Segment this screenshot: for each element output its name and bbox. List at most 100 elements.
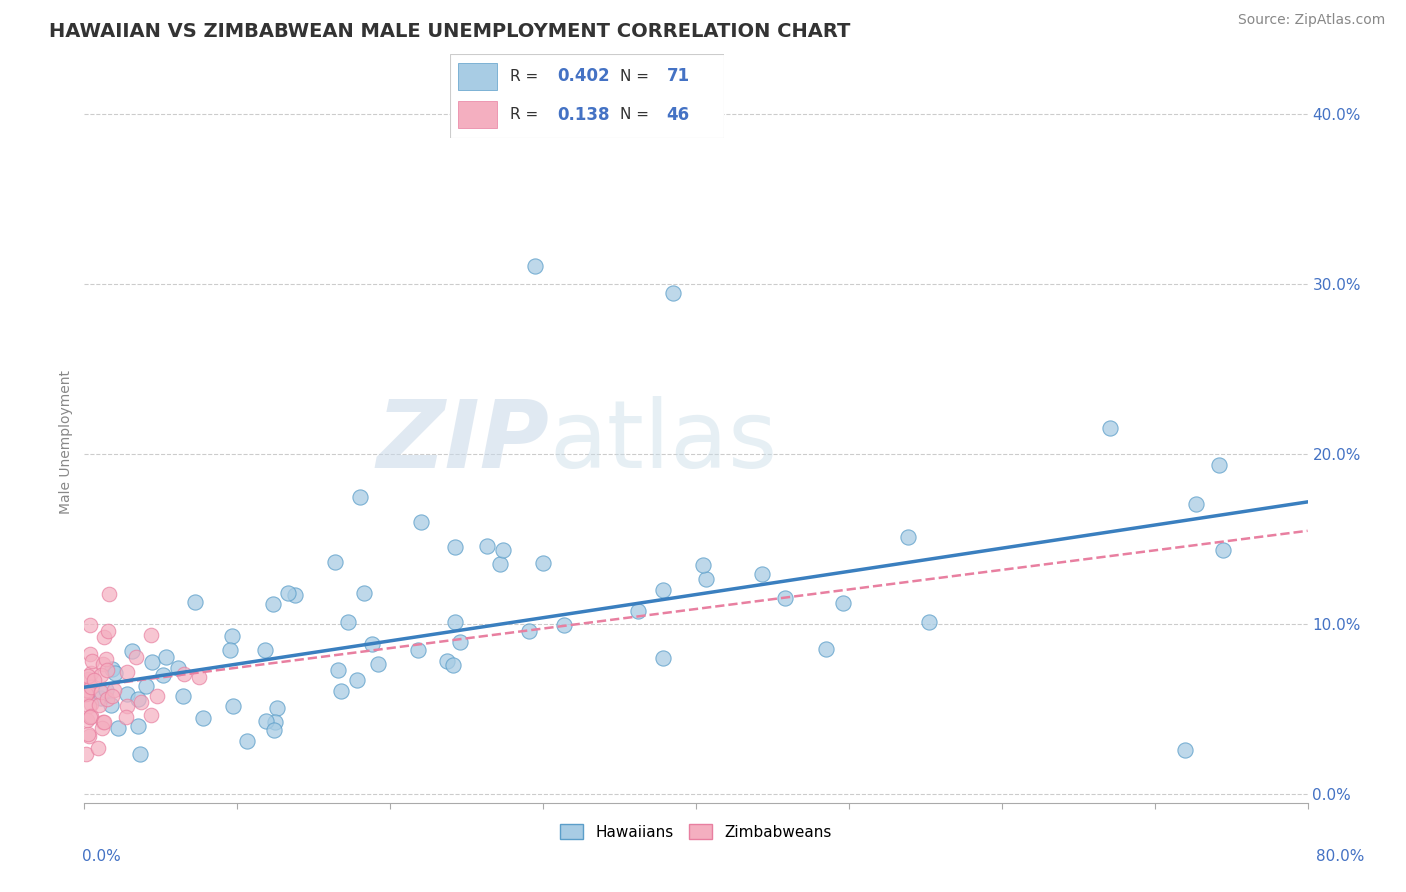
Point xyxy=(90,667,112,681)
Point xyxy=(79,648,101,662)
Point xyxy=(1212,542,1234,557)
Point xyxy=(79,708,101,723)
Text: N =: N = xyxy=(620,69,654,84)
Point xyxy=(337,615,360,629)
Point xyxy=(76,686,98,700)
Point xyxy=(141,655,163,669)
Point xyxy=(76,684,98,698)
Text: Source: ZipAtlas.com: Source: ZipAtlas.com xyxy=(1237,13,1385,28)
Point xyxy=(90,685,112,699)
Point xyxy=(277,585,299,599)
Point xyxy=(79,699,101,714)
Point xyxy=(97,624,120,638)
Point xyxy=(353,586,375,600)
Point xyxy=(76,682,98,697)
Point xyxy=(152,667,174,681)
Point xyxy=(326,663,349,677)
Point xyxy=(652,582,675,597)
Point xyxy=(93,631,115,645)
Point xyxy=(167,661,190,675)
Point xyxy=(263,723,285,738)
Point xyxy=(87,698,110,712)
Point xyxy=(155,650,177,665)
Point xyxy=(121,643,143,657)
Point xyxy=(284,588,307,602)
Point xyxy=(104,665,127,680)
Point xyxy=(489,557,512,571)
Point xyxy=(77,729,100,743)
Point xyxy=(172,690,194,704)
Text: 0.0%: 0.0% xyxy=(82,849,121,864)
Point xyxy=(100,698,122,712)
Point xyxy=(263,714,285,729)
Point xyxy=(79,618,101,632)
Point xyxy=(367,657,389,671)
Text: 80.0%: 80.0% xyxy=(1316,849,1364,864)
Point xyxy=(443,540,465,554)
Point xyxy=(96,683,118,698)
Point xyxy=(91,715,114,730)
Point xyxy=(80,697,103,711)
Point xyxy=(115,698,138,713)
Point xyxy=(128,747,150,761)
Point xyxy=(406,642,429,657)
Point xyxy=(1208,458,1230,472)
Point xyxy=(97,587,120,601)
Point xyxy=(100,662,122,676)
Point xyxy=(361,636,384,650)
Point xyxy=(75,747,97,762)
Point xyxy=(80,680,103,694)
Point xyxy=(80,654,103,668)
Point xyxy=(219,643,242,657)
Point xyxy=(441,657,464,672)
Point xyxy=(114,710,136,724)
Point xyxy=(127,719,149,733)
Text: ZIP: ZIP xyxy=(377,395,550,488)
Point xyxy=(129,695,152,709)
Point xyxy=(188,670,211,684)
Point xyxy=(346,673,368,687)
Point xyxy=(751,566,773,581)
Point xyxy=(524,259,547,273)
Point xyxy=(553,618,575,632)
Point xyxy=(146,690,169,704)
Point xyxy=(531,556,554,570)
Bar xyxy=(458,62,496,90)
Point xyxy=(918,615,941,630)
Point xyxy=(262,597,284,611)
Point xyxy=(91,721,114,735)
Point xyxy=(173,667,195,681)
Legend: Hawaiians, Zimbabweans: Hawaiians, Zimbabweans xyxy=(554,818,838,846)
Point xyxy=(652,650,675,665)
Point xyxy=(80,666,103,681)
Point xyxy=(266,700,288,714)
Point xyxy=(1174,743,1197,757)
Point xyxy=(75,687,97,701)
Text: N =: N = xyxy=(620,107,654,122)
Point xyxy=(692,558,714,572)
Point xyxy=(96,663,118,677)
Point xyxy=(832,596,855,610)
Point xyxy=(254,643,277,657)
Point xyxy=(492,543,515,558)
Point xyxy=(475,539,498,553)
Point xyxy=(323,555,346,569)
Point xyxy=(91,657,114,671)
Point xyxy=(449,635,471,649)
Text: 71: 71 xyxy=(666,68,689,86)
Text: 0.402: 0.402 xyxy=(557,68,609,86)
Point xyxy=(76,669,98,683)
Point xyxy=(409,516,432,530)
Text: R =: R = xyxy=(510,69,543,84)
Point xyxy=(94,652,117,666)
Text: 46: 46 xyxy=(666,105,689,123)
Point xyxy=(117,687,139,701)
Point xyxy=(236,734,259,748)
Point xyxy=(93,714,115,729)
Point xyxy=(444,615,467,629)
Point xyxy=(115,665,138,679)
Point xyxy=(695,572,717,586)
Point xyxy=(184,595,207,609)
Point xyxy=(222,699,245,714)
Point xyxy=(76,713,98,727)
